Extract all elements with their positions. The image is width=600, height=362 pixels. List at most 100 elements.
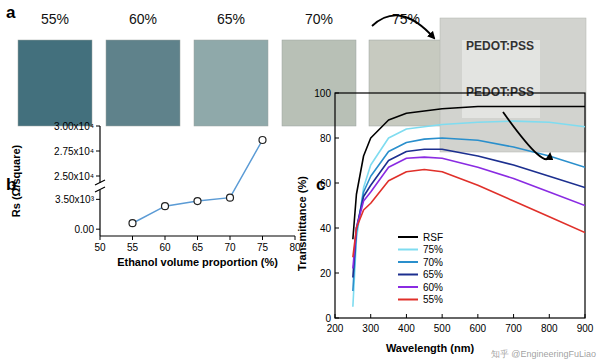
figure: a55%60%65%70%75%PEDOT:PSSPEDOT:PSSb50556…: [0, 0, 600, 362]
y-tick: [335, 228, 339, 229]
x-tick: [406, 314, 407, 318]
y-tick: [96, 229, 100, 230]
sample-label: 75%: [392, 11, 420, 27]
x-tick-label: 200: [327, 323, 344, 334]
x-tick: [132, 236, 133, 240]
legend-label: 60%: [423, 282, 443, 293]
sample-photo: [18, 40, 92, 126]
y-tick-label: 20: [320, 268, 332, 279]
arrow: [372, 15, 434, 38]
x-tick-label: 900: [577, 323, 594, 334]
plot-frame: [335, 93, 585, 318]
axis-break: [95, 187, 105, 192]
x-tick: [370, 314, 371, 318]
y-tick-label: 3.00x10⁴: [54, 121, 94, 132]
legend-label: 75%: [423, 244, 443, 255]
data-line: [353, 149, 585, 277]
x-tick-label: 55: [127, 242, 139, 253]
y-tick: [96, 151, 100, 152]
legend-swatch: [398, 299, 418, 301]
x-tick: [442, 314, 443, 318]
y-tick-label: 60: [320, 178, 332, 189]
y-tick: [96, 199, 100, 200]
inset-photo: [440, 18, 586, 152]
legend-swatch: [398, 274, 418, 276]
legend-swatch: [398, 261, 418, 263]
sample-label: 60%: [129, 11, 157, 27]
x-tick-label: 800: [541, 323, 558, 334]
x-tick: [100, 236, 101, 240]
legend-swatch: [398, 236, 418, 238]
data-line: [353, 157, 585, 268]
y-tick-label: 0: [325, 313, 331, 324]
x-tick-label: 400: [398, 323, 415, 334]
legend-label: 70%: [423, 257, 443, 268]
x-tick-label: 700: [505, 323, 522, 334]
x-tick-label: 300: [362, 323, 379, 334]
y-axis-title: Rs (Ω/square): [10, 144, 22, 217]
y-axis: [99, 126, 100, 183]
arrow: [503, 112, 550, 159]
y-tick: [335, 183, 339, 184]
x-tick: [549, 314, 550, 318]
x-tick-label: 75: [257, 242, 269, 253]
y-tick: [335, 93, 339, 94]
x-tick: [477, 314, 478, 318]
x-tick: [262, 236, 263, 240]
plot-b: [129, 137, 266, 227]
x-tick-label: 50: [94, 242, 106, 253]
plot-c: [353, 107, 585, 307]
inset-label: PEDOT:PSS: [466, 85, 534, 99]
x-tick: [165, 236, 166, 240]
legend-label: 55%: [423, 294, 443, 305]
x-tick: [230, 236, 231, 240]
y-tick-label: 40: [320, 223, 332, 234]
y-tick-label: 0.00: [75, 224, 95, 235]
y-tick-label: 80: [320, 133, 332, 144]
y-tick: [335, 318, 339, 319]
sample-photo: [194, 40, 268, 126]
data-line: [353, 170, 585, 258]
y-tick-label: 2.75x10⁴: [54, 146, 94, 157]
data-point: [162, 203, 169, 210]
x-tick-label: 70: [224, 242, 236, 253]
watermark: 知乎 @EngineeringFuLiao: [491, 349, 596, 359]
x-axis-title: Ethanol volume proportion (%): [117, 256, 278, 268]
data-line: [353, 121, 585, 307]
x-tick-label: 65: [192, 242, 204, 253]
data-point: [227, 194, 234, 201]
inset-label: PEDOT:PSS: [466, 39, 534, 53]
sample-label: 70%: [305, 11, 333, 27]
x-tick: [335, 314, 336, 318]
sample-photo: [106, 40, 180, 126]
y-tick-label: 3.50x10³: [55, 194, 95, 205]
sample-photo: [282, 40, 356, 126]
x-tick-label: 60: [159, 242, 171, 253]
x-axis-title: Wavelength (nm): [386, 342, 475, 354]
x-tick: [513, 314, 514, 318]
axis-break: [95, 180, 105, 185]
legend-swatch: [398, 249, 418, 251]
data-point: [194, 198, 201, 205]
x-tick-label: 500: [434, 323, 451, 334]
panel-label: a: [6, 3, 16, 22]
y-tick: [96, 126, 100, 127]
data-point: [259, 137, 266, 144]
sample-label: 55%: [41, 11, 69, 27]
sample-label: 65%: [217, 11, 245, 27]
y-tick: [335, 138, 339, 139]
y-tick: [96, 176, 100, 177]
y-tick: [335, 273, 339, 274]
data-line: [133, 140, 263, 223]
x-tick: [585, 314, 586, 318]
y-tick-label: 2.50x10⁴: [54, 171, 94, 182]
x-tick-label: 600: [470, 323, 487, 334]
legend-swatch: [398, 286, 418, 288]
data-line: [353, 107, 585, 240]
x-tick: [197, 236, 198, 240]
data-line: [353, 138, 585, 291]
legend-label: 65%: [423, 269, 443, 280]
legend-label: RSF: [423, 232, 443, 243]
y-tick-label: 100: [314, 88, 331, 99]
data-point: [129, 220, 136, 227]
